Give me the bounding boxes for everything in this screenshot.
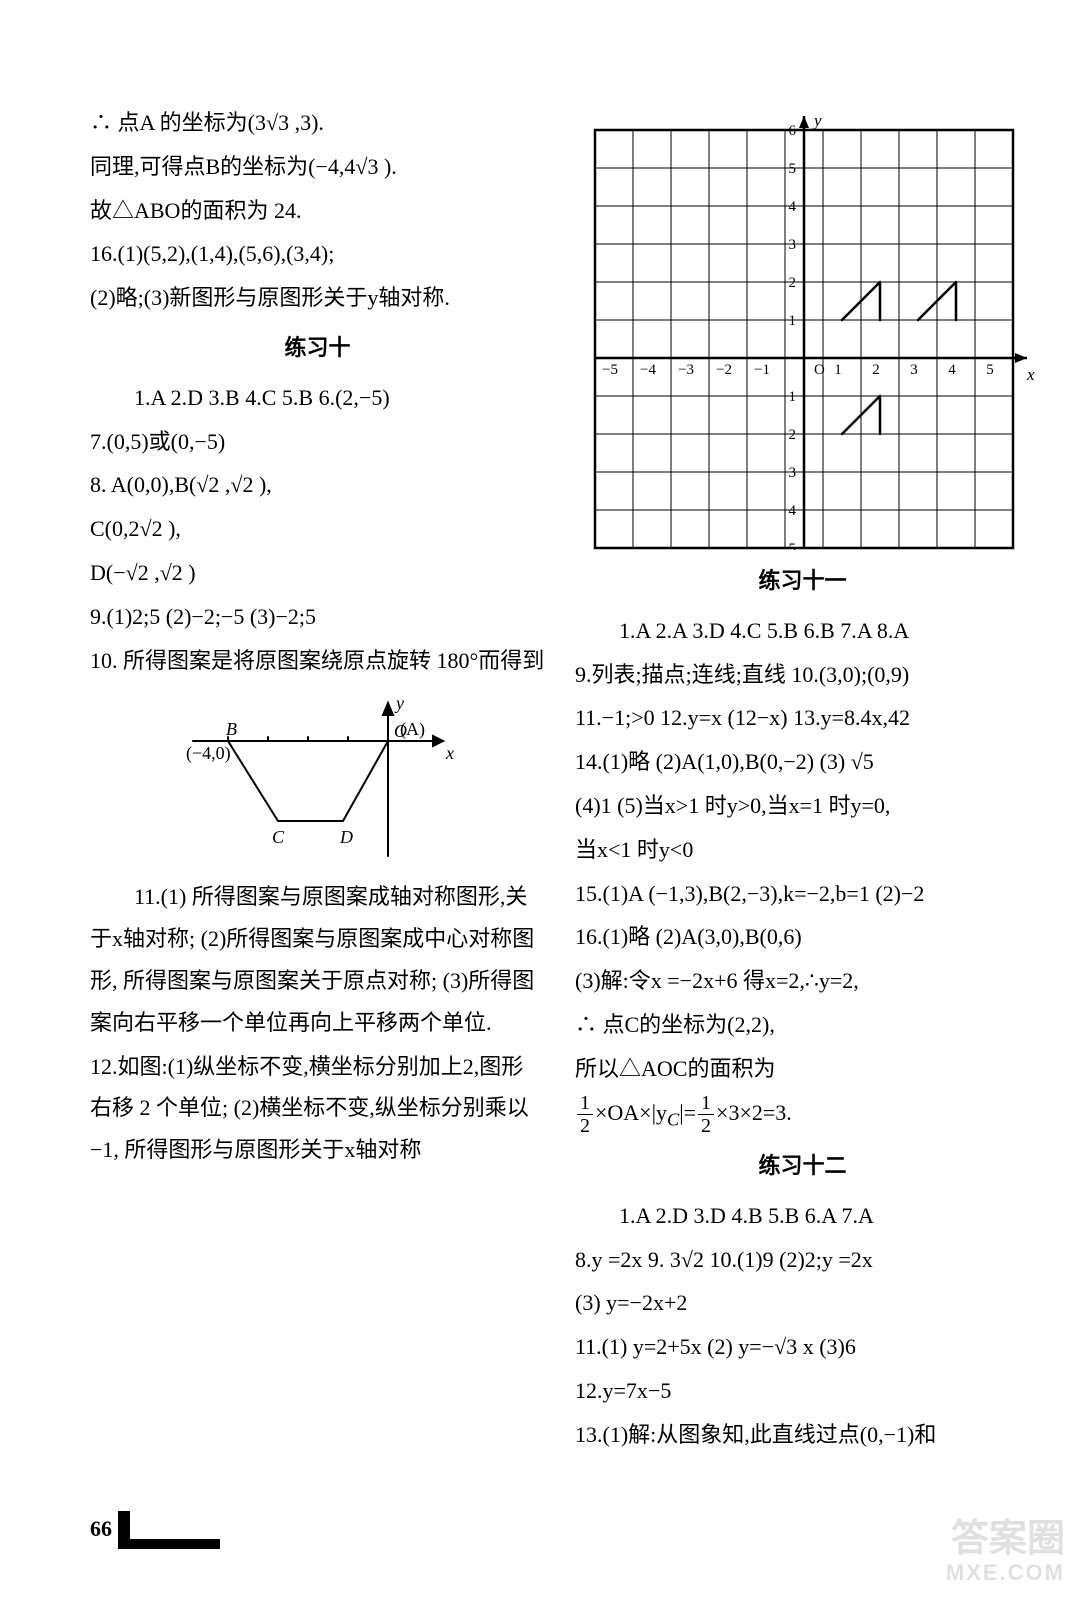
svg-text:D: D: [339, 827, 353, 847]
svg-text:2: 2: [789, 275, 797, 291]
svg-text:−3: −3: [780, 465, 796, 481]
section-heading: 练习十: [90, 327, 545, 369]
svg-text:−2: −2: [780, 427, 796, 443]
page-number: 66: [90, 1508, 112, 1550]
svg-text:x: x: [445, 743, 454, 763]
svg-text:y: y: [812, 111, 822, 130]
svg-text:−1: −1: [780, 389, 796, 405]
text-line: 12.如图:(1)纵坐标不变,横坐标分别加上2,图形右移 2 个单位; (2)横…: [90, 1046, 545, 1171]
svg-text:4: 4: [789, 199, 797, 215]
text-line: 10. 所得图案是将原图案绕原点旋转 180°而得到: [90, 640, 545, 682]
svg-text:−5: −5: [780, 541, 796, 550]
text-line: 1.A 2.D 3.B 4.C 5.B 6.(2,−5): [90, 377, 545, 419]
text-line: (3) y=−2x+2: [575, 1282, 1030, 1324]
text-line: 1.A 2.A 3.D 4.C 5.B 6.B 7.A 8.A: [575, 610, 1030, 652]
grid-figure: −5−4−3−2−112345123456−1−2−3−4−5Oxy: [575, 110, 1030, 550]
text-line: 14.(1)略 (2)A(1,0),B(0,−2) (3) √5: [575, 741, 1030, 783]
text-line: 当x<1 时y<0: [575, 829, 1030, 871]
text-line: 12.y=7x−5: [575, 1370, 1030, 1412]
svg-text:−2: −2: [716, 362, 732, 378]
text-line: D(−√2 ,√2 ): [90, 552, 545, 594]
text-line: (4)1 (5)当x>1 时y>0,当x=1 时y=0,: [575, 785, 1030, 827]
text-line: 7.(0,5)或(0,−5): [90, 421, 545, 463]
svg-text:O: O: [814, 362, 825, 378]
svg-text:(A): (A): [400, 719, 425, 740]
text-line: 8.y =2x 9. 3√2 10.(1)9 (2)2;y =2x: [575, 1239, 1030, 1281]
text-line: 11.(1) y=2+5x (2) y=−√3 x (3)6: [575, 1326, 1030, 1368]
text-line: (3)解:令x =−2x+6 得x=2,∴y=2,: [575, 960, 1030, 1002]
text-line: 16.(1)略 (2)A(3,0),B(0,6): [575, 916, 1030, 958]
svg-text:2: 2: [872, 362, 880, 378]
text-line: C(0,2√2 ),: [90, 508, 545, 550]
svg-text:3: 3: [789, 237, 797, 253]
svg-text:−5: −5: [602, 362, 618, 378]
svg-text:5: 5: [789, 161, 797, 177]
svg-text:−4: −4: [780, 503, 796, 519]
text-line: 所以△AOC的面积为: [575, 1048, 1030, 1090]
formula-line: 12×OA×|yC|=12×3×2=3.: [575, 1092, 1030, 1137]
page-footer: 66: [0, 1498, 1080, 1580]
text-line: 1.A 2.D 3.D 4.B 5.B 6.A 7.A: [575, 1195, 1030, 1237]
svg-text:−3: −3: [678, 362, 694, 378]
svg-text:1: 1: [834, 362, 842, 378]
text-line: (2)略;(3)新图形与原图形关于y轴对称.: [90, 277, 545, 319]
trapezoid-figure: y x O (A) B (−4,0) C D: [90, 691, 545, 866]
text-line: ∴ 点A 的坐标为(3√3 ,3).: [90, 102, 545, 144]
svg-text:(−4,0): (−4,0): [186, 743, 231, 764]
svg-text:y: y: [394, 693, 404, 713]
text-line: 故△ABO的面积为 24.: [90, 190, 545, 232]
svg-text:C: C: [272, 827, 285, 847]
svg-text:5: 5: [986, 362, 994, 378]
svg-text:−1: −1: [754, 362, 770, 378]
text-line: 9.(1)2;5 (2)−2;−5 (3)−2;5: [90, 596, 545, 638]
text-line: 15.(1)A (−1,3),B(2,−3),k=−2,b=1 (2)−2: [575, 873, 1030, 915]
text-line: 9.列表;描点;连线;直线 10.(3,0);(0,9): [575, 654, 1030, 696]
section-heading: 练习十一: [575, 560, 1030, 602]
svg-text:4: 4: [948, 362, 956, 378]
text-line: 8. A(0,0),B(√2 ,√2 ),: [90, 464, 545, 506]
text-line: 16.(1)(5,2),(1,4),(5,6),(3,4);: [90, 233, 545, 275]
svg-text:B: B: [226, 719, 237, 739]
text-line: 11.−1;>0 12.y=x (12−x) 13.y=8.4x,42: [575, 697, 1030, 739]
svg-text:6: 6: [789, 123, 797, 139]
text-line: 11.(1) 所得图案与原图案成轴对称图形,关于x轴对称; (2)所得图案与原图…: [90, 876, 545, 1043]
svg-text:x: x: [1026, 365, 1035, 384]
text-line: 同理,可得点B的坐标为(−4,4√3 ).: [90, 146, 545, 188]
svg-text:3: 3: [910, 362, 918, 378]
text-line: 13.(1)解:从图象知,此直线过点(0,−1)和: [575, 1414, 1030, 1456]
svg-text:−4: −4: [640, 362, 656, 378]
text-line: ∴ 点C的坐标为(2,2),: [575, 1004, 1030, 1046]
section-heading: 练习十二: [575, 1145, 1030, 1187]
svg-text:1: 1: [789, 313, 797, 329]
